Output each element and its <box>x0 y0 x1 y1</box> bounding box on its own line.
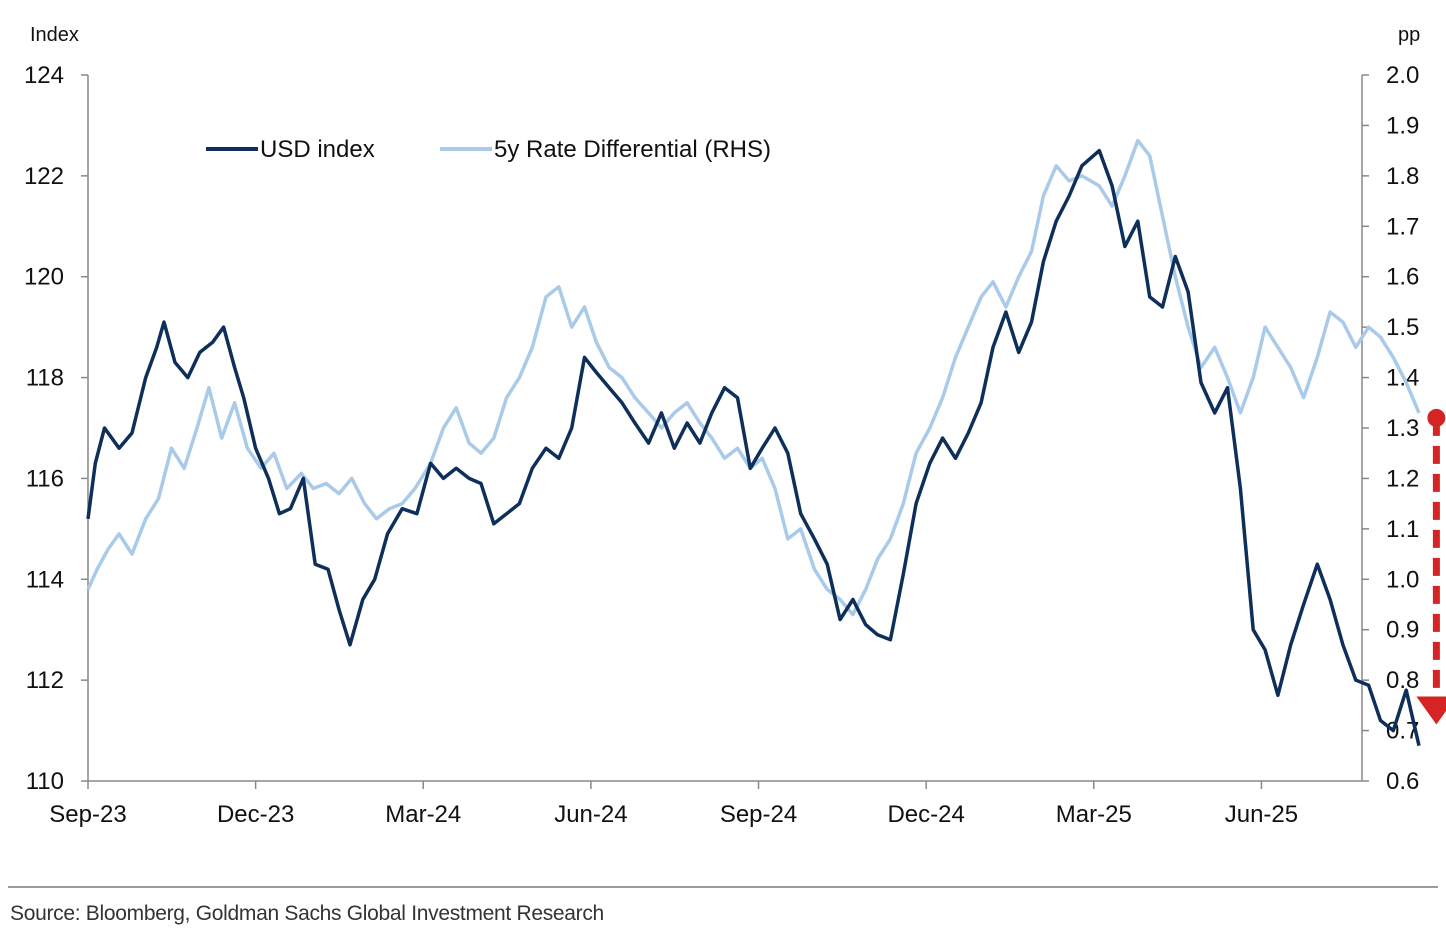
right-y-tick-label: 1.9 <box>1386 112 1419 139</box>
right-y-tick-label: 1.2 <box>1386 465 1419 492</box>
x-tick-label: Dec-24 <box>887 801 964 828</box>
right-y-tick-label: 0.8 <box>1386 667 1419 694</box>
x-tick-label: Mar-24 <box>385 801 461 828</box>
right-y-tick-label: 1.7 <box>1386 213 1419 240</box>
x-tick-label: Jun-25 <box>1225 801 1298 828</box>
right-axis-unit: pp <box>1398 24 1421 46</box>
source-note: Source: Bloomberg, Goldman Sachs Global … <box>10 902 604 925</box>
right-y-tick-label: 1.0 <box>1386 566 1419 593</box>
left-y-tick-label: 112 <box>26 667 64 694</box>
left-y-tick-label: 124 <box>24 62 64 89</box>
source-divider <box>8 886 1438 888</box>
x-tick-label: Sep-23 <box>49 801 126 828</box>
annotation-layer <box>1416 408 1446 725</box>
x-tick-label: Mar-25 <box>1056 801 1132 828</box>
chart-legend: USD index 5y Rate Differential (RHS) <box>206 136 771 163</box>
x-tick-label: Jun-24 <box>554 801 627 828</box>
rate-differential-line <box>86 138 1421 617</box>
right-y-tick-label: 0.6 <box>1386 768 1419 795</box>
left-y-tick-label: 118 <box>26 365 64 392</box>
left-y-tick-label: 110 <box>26 768 64 795</box>
annotation-arrow-start-dot <box>1427 408 1446 427</box>
usd-index-line <box>86 148 1421 747</box>
right-y-tick-label: 1.1 <box>1386 516 1419 543</box>
left-y-tick-label: 120 <box>24 264 64 291</box>
x-tick-label: Dec-23 <box>217 801 294 828</box>
right-y-tick-label: 2.0 <box>1386 62 1419 89</box>
legend-label-rate-differential: 5y Rate Differential (RHS) <box>494 136 771 163</box>
left-y-tick-label: 114 <box>26 566 64 593</box>
series-layer <box>86 138 1421 747</box>
right-y-tick-label: 1.6 <box>1386 264 1419 291</box>
legend-label-usd-index: USD index <box>260 136 375 163</box>
right-y-tick-label: 1.8 <box>1386 163 1419 190</box>
left-axis-unit: Index <box>30 24 79 46</box>
right-y-tick-label: 1.3 <box>1386 415 1419 442</box>
left-y-tick-label: 122 <box>24 163 64 190</box>
right-y-tick-label: 1.5 <box>1386 314 1419 341</box>
x-tick-label: Sep-24 <box>720 801 797 828</box>
right-y-tick-label: 0.9 <box>1386 617 1419 644</box>
annotation-arrow-head <box>1416 696 1446 725</box>
chart-axes: 124 122 120 118 116 114 112 110 2.0 1.9 1.8 1.7 1.6 1… <box>24 62 1419 828</box>
left-y-tick-label: 116 <box>26 465 64 492</box>
